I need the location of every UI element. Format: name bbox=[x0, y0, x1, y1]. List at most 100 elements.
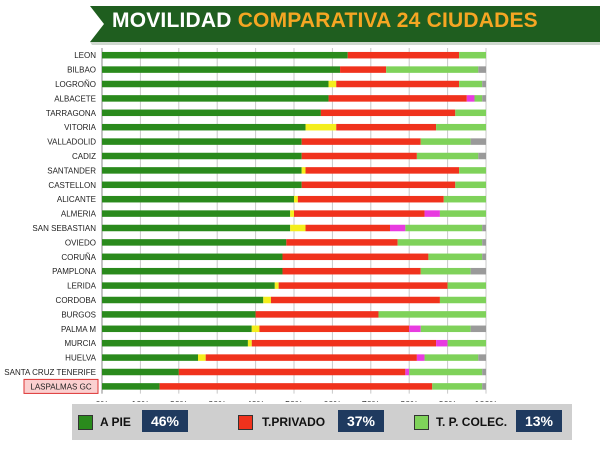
category-label: CADIZ bbox=[72, 152, 96, 161]
bar-palma-m-seg-3 bbox=[409, 325, 421, 333]
bar-alicante-seg-2 bbox=[297, 195, 444, 203]
category-label: CORDOBA bbox=[56, 296, 97, 305]
bar-pamplona-seg-5 bbox=[470, 267, 486, 275]
bar-tarragona-seg-4 bbox=[455, 109, 486, 117]
bar-santa-cruz-tenerife-seg-5 bbox=[482, 368, 486, 376]
bar-vitoria-seg-4 bbox=[436, 123, 486, 131]
category-label: LEON bbox=[74, 51, 96, 60]
bar-coruña-seg-2 bbox=[282, 253, 429, 261]
bar-pamplona-seg-0 bbox=[102, 267, 283, 275]
bar-murcia-seg-3 bbox=[436, 339, 448, 347]
bar-bilbao-seg-0 bbox=[102, 66, 341, 73]
bar-huelva-seg-1 bbox=[198, 354, 206, 361]
bar-cadiz-seg-2 bbox=[301, 152, 417, 160]
bar-huelva-seg-2 bbox=[205, 354, 417, 361]
bar-palma-m-seg-1 bbox=[251, 325, 260, 333]
bar-logroño-seg-0 bbox=[102, 80, 329, 88]
bar-almeria-seg-1 bbox=[290, 210, 294, 217]
bar-coruña-seg-5 bbox=[482, 253, 486, 261]
bar-valladolid-seg-2 bbox=[301, 138, 421, 145]
bar-lerida-seg-0 bbox=[102, 282, 275, 289]
legend-item-a-pie: A PIE 46% bbox=[78, 404, 228, 440]
x-tick-label: 30% bbox=[208, 400, 226, 402]
bar-vitoria-seg-0 bbox=[102, 123, 306, 131]
bar-alicante-seg-1 bbox=[294, 195, 298, 203]
bar-lerida-seg-1 bbox=[274, 282, 279, 289]
bar-murcia-seg-4 bbox=[447, 339, 486, 347]
bar-san-sebastian-seg-4 bbox=[405, 224, 483, 232]
category-label: ALBACETE bbox=[54, 94, 96, 103]
category-label: BURGOS bbox=[61, 310, 96, 319]
bar-murcia-seg-2 bbox=[251, 339, 437, 347]
bar-bilbao-seg-4 bbox=[386, 66, 479, 73]
category-label: CORUÑA bbox=[61, 253, 96, 262]
category-label: TARRAGONA bbox=[46, 109, 97, 118]
legend-label-t-colec: T. P. COLEC. bbox=[436, 415, 508, 429]
bar-albacete-seg-5 bbox=[482, 95, 486, 102]
bar-bilbao-seg-2 bbox=[340, 66, 387, 73]
bar-castellon-seg-4 bbox=[455, 181, 486, 189]
bar-valladolid-seg-0 bbox=[102, 138, 302, 145]
bar-laspalmas-gc-seg-5 bbox=[482, 383, 486, 390]
legend-value-a-pie: 46% bbox=[142, 410, 188, 432]
category-label: PAMPLONA bbox=[52, 267, 97, 276]
bar-santa-cruz-tenerife-seg-3 bbox=[405, 368, 410, 376]
bar-laspalmas-gc-seg-4 bbox=[432, 383, 483, 390]
bar-palma-m-seg-0 bbox=[102, 325, 252, 333]
bar-logroño-seg-5 bbox=[482, 80, 486, 88]
bar-murcia-seg-0 bbox=[102, 339, 248, 347]
category-label: LASPALMAS GC bbox=[30, 382, 91, 391]
bar-almeria-seg-0 bbox=[102, 210, 291, 217]
legend-swatch-t-colec bbox=[414, 415, 429, 430]
bar-palma-m-seg-5 bbox=[470, 325, 486, 333]
bar-laspalmas-gc-seg-0 bbox=[102, 383, 160, 390]
x-tick-label: 80% bbox=[400, 400, 418, 402]
category-label: CASTELLON bbox=[48, 181, 96, 190]
bar-oviedo-seg-4 bbox=[397, 239, 483, 246]
legend-value-t-colec: 13% bbox=[516, 410, 562, 432]
bar-san-sebastian-seg-5 bbox=[482, 224, 486, 232]
bar-san-sebastian-seg-0 bbox=[102, 224, 291, 232]
page-title: MOVILIDAD COMPARATIVA 24 CIUDADES bbox=[112, 9, 538, 33]
category-label: SANTA CRUZ TENERIFE bbox=[4, 368, 96, 377]
legend-item-t-privado: T.PRIVADO 37% bbox=[238, 404, 408, 440]
bar-cadiz-seg-5 bbox=[478, 152, 486, 160]
x-tick-label: 60% bbox=[323, 400, 341, 402]
bar-albacete-seg-3 bbox=[466, 95, 475, 102]
bar-laspalmas-gc-seg-2 bbox=[159, 383, 433, 390]
bar-burgos-seg-4 bbox=[378, 311, 486, 318]
bar-san-sebastian-seg-3 bbox=[390, 224, 406, 232]
bar-albacete-seg-4 bbox=[474, 95, 483, 102]
bar-san-sebastian-seg-1 bbox=[290, 224, 306, 232]
bar-burgos-seg-2 bbox=[255, 311, 379, 318]
bar-lerida-seg-2 bbox=[278, 282, 448, 289]
bar-huelva-seg-0 bbox=[102, 354, 198, 361]
category-label: HUELVA bbox=[65, 354, 96, 363]
title-part2: COMPARATIVA 24 CIUDADES bbox=[237, 9, 538, 32]
bar-castellon-seg-0 bbox=[102, 181, 302, 189]
category-label: LERIDA bbox=[67, 282, 97, 291]
category-label: VALLADOLID bbox=[47, 138, 96, 147]
bar-cadiz-seg-4 bbox=[416, 152, 479, 160]
bar-santa-cruz-tenerife-seg-0 bbox=[102, 368, 179, 376]
bar-coruña-seg-4 bbox=[428, 253, 483, 261]
bar-logroño-seg-4 bbox=[459, 80, 483, 88]
legend-value-t-privado: 37% bbox=[338, 410, 384, 432]
legend: A PIE 46% T.PRIVADO 37% T. P. COLEC. 13% bbox=[72, 404, 572, 440]
title-part1: MOVILIDAD bbox=[112, 9, 232, 32]
x-tick-label: 0% bbox=[95, 400, 108, 402]
category-label: SAN SEBASTIAN bbox=[32, 224, 96, 233]
bar-albacete-seg-2 bbox=[328, 95, 467, 102]
bar-santa-cruz-tenerife-seg-4 bbox=[409, 368, 483, 376]
bar-cordoba-seg-1 bbox=[263, 296, 271, 304]
bar-palma-m-seg-2 bbox=[259, 325, 410, 333]
category-label: LOGROÑO bbox=[55, 80, 96, 89]
bar-lerida-seg-4 bbox=[447, 282, 486, 289]
bar-cordoba-seg-0 bbox=[102, 296, 264, 304]
bar-tarragona-seg-2 bbox=[320, 109, 456, 117]
category-label: ALICANTE bbox=[57, 195, 96, 204]
category-label: MURCIA bbox=[64, 339, 96, 348]
bar-murcia-seg-1 bbox=[247, 339, 252, 347]
x-tick-label: 100% bbox=[474, 400, 497, 402]
bar-alicante-seg-4 bbox=[443, 195, 486, 203]
